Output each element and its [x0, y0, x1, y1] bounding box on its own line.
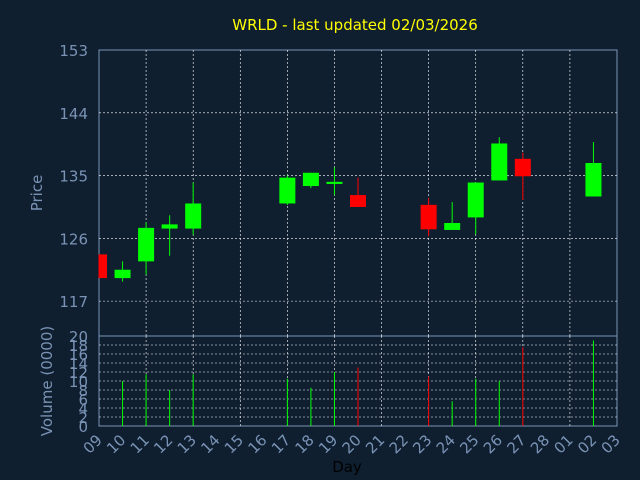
x-tick-label: 17 [268, 431, 294, 457]
volume-tick-label: 6 [78, 391, 88, 409]
x-tick-label: 19 [315, 431, 341, 457]
x-tick-label: 22 [386, 431, 412, 457]
candle-body [467, 182, 484, 218]
candle-body [326, 181, 343, 184]
candle [467, 182, 484, 235]
candle [161, 215, 178, 256]
candlesticks [98, 137, 602, 282]
candle [350, 177, 366, 207]
x-tick-label: 26 [480, 431, 506, 457]
candle [114, 261, 131, 282]
x-tick-label: 03 [598, 431, 624, 457]
candle-body [350, 195, 366, 207]
candle-body [114, 269, 131, 279]
x-tick-label: 13 [174, 431, 200, 457]
x-tick-label: 28 [527, 431, 553, 457]
price-tick-label: 144 [59, 105, 88, 123]
volume-tick-label: 0 [78, 418, 88, 436]
candle [326, 167, 343, 196]
x-tick-label: 16 [244, 431, 270, 457]
candle-body [444, 222, 461, 230]
x-tick-label: 14 [197, 431, 223, 457]
volume-tick-label: 4 [78, 400, 88, 418]
price-tick-label: 117 [59, 293, 88, 311]
price-tick-label: 135 [59, 168, 88, 186]
candle [138, 222, 155, 275]
candle [185, 182, 202, 235]
candle-body [302, 172, 319, 187]
volume-tick-label: 14 [69, 355, 88, 373]
candle-body [161, 224, 178, 229]
x-tick-label: 01 [551, 431, 577, 457]
x-tick-label: 15 [221, 431, 247, 457]
candle-body [279, 177, 296, 204]
candle-body [420, 204, 437, 230]
chart-title: WRLD - last updated 02/03/2026 [232, 16, 478, 34]
price-axis-label: Price [28, 175, 46, 212]
volume-tick-label: 2 [78, 409, 88, 427]
x-tick-label: 10 [103, 431, 129, 457]
volume-tick-label: 20 [69, 328, 88, 346]
candle [514, 152, 531, 200]
candle [444, 202, 461, 230]
price-tick-label: 126 [59, 230, 88, 248]
candle [491, 137, 508, 181]
candle-body [514, 158, 531, 177]
candle [98, 254, 107, 279]
x-tick-label: 21 [362, 431, 388, 457]
candle-body [185, 203, 202, 229]
volume-bars [122, 340, 594, 426]
candle-body [99, 254, 107, 279]
volume-axis-label: Volume (0000) [38, 326, 56, 436]
price-tick-label: 153 [59, 42, 88, 60]
x-tick-label: 20 [339, 431, 365, 457]
candle [302, 172, 319, 189]
candle-body [491, 143, 508, 181]
x-tick-label: 18 [292, 431, 318, 457]
x-tick-label: 02 [574, 431, 600, 457]
x-tick-label: 11 [127, 431, 153, 457]
x-tick-label: 27 [503, 431, 529, 457]
candle [279, 175, 296, 205]
x-tick-label: 23 [409, 431, 435, 457]
volume-tick-label: 8 [78, 382, 88, 400]
x-axis-label: Day [332, 458, 362, 476]
x-tick-label: 24 [433, 431, 459, 457]
x-tick-label: 12 [150, 431, 176, 457]
candle [420, 197, 437, 237]
candle-body [585, 163, 602, 197]
candle [585, 142, 602, 197]
candle-body [138, 227, 155, 262]
volume-tick-label: 16 [69, 346, 88, 364]
volume-tick-label: 10 [69, 373, 88, 391]
x-tick-label: 25 [456, 431, 482, 457]
volume-tick-label: 12 [69, 364, 88, 382]
volume-tick-label: 18 [69, 337, 88, 355]
